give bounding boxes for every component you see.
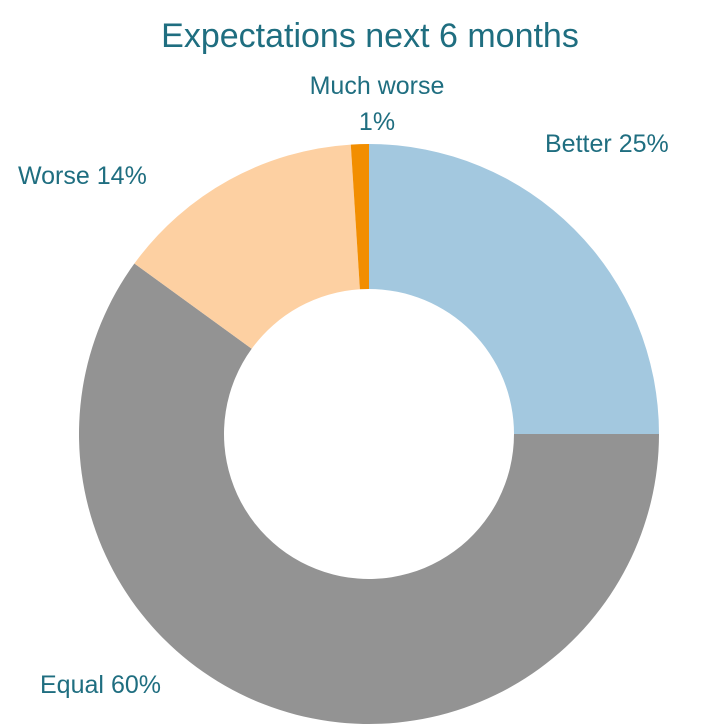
data-label: Much worse 1% [310,72,445,136]
label-category: Equal [40,671,104,699]
label-value: 25% [619,130,669,158]
donut-segment [350,144,369,290]
data-label: Better 25% [545,130,669,158]
label-value: 1% [359,108,395,136]
label-value: 14% [97,162,147,190]
data-label: Equal 60% [40,671,161,699]
data-label: Worse 14% [18,162,147,190]
donut-segment [369,144,659,434]
chart-title: Expectations next 6 months [161,17,579,55]
label-category: Better [545,130,612,158]
label-category: Worse [18,162,90,190]
label-value: 60% [111,671,161,699]
label-category: Much worse [310,72,445,100]
donut-segment [134,144,360,349]
donut-segment [78,263,660,724]
